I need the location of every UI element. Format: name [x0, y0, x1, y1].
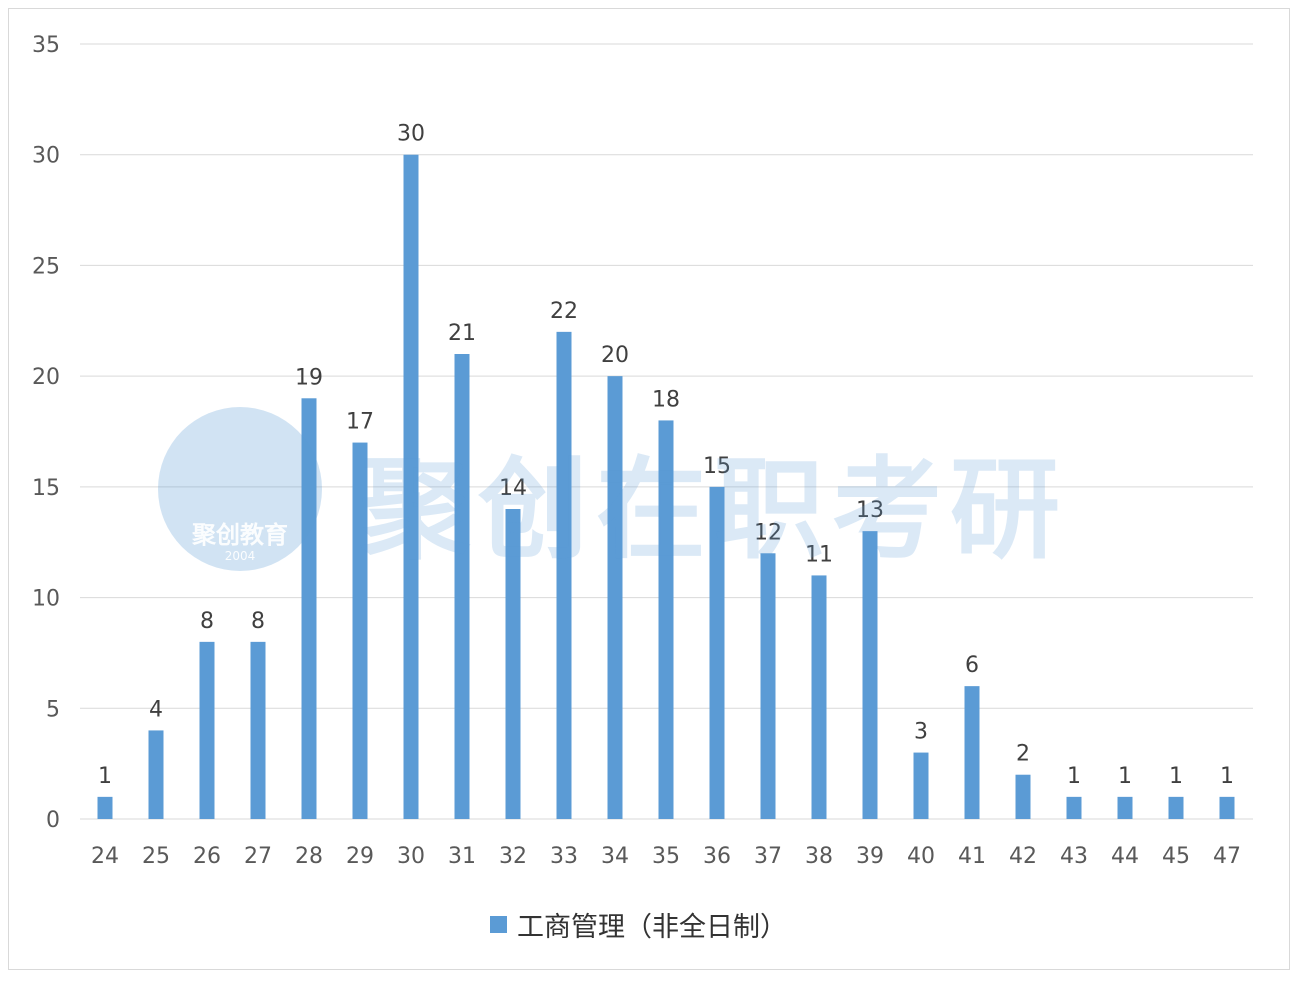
x-tick-label: 37 — [754, 844, 782, 869]
bar — [505, 509, 521, 819]
bar — [301, 398, 317, 819]
x-tick-label: 27 — [244, 844, 272, 869]
x-tick-label: 24 — [91, 844, 119, 869]
y-tick-label: 0 — [46, 808, 60, 833]
y-tick-label: 30 — [32, 144, 60, 169]
x-tick-label: 26 — [193, 844, 221, 869]
data-label: 14 — [499, 476, 527, 501]
x-tick-label: 32 — [499, 844, 527, 869]
data-label: 1 — [1169, 764, 1183, 789]
data-label: 30 — [397, 122, 425, 147]
data-label: 4 — [149, 697, 163, 722]
x-tick-label: 30 — [397, 844, 425, 869]
x-tick-label: 36 — [703, 844, 731, 869]
y-tick-label: 20 — [32, 365, 60, 390]
bar — [556, 331, 572, 819]
data-label: 21 — [448, 321, 476, 346]
legend-swatch — [490, 916, 507, 933]
bar — [1066, 796, 1082, 819]
x-tick-label: 29 — [346, 844, 374, 869]
y-tick-label: 5 — [46, 697, 60, 722]
x-tick-label: 25 — [142, 844, 170, 869]
watermark-logo-year: 2004 — [224, 549, 256, 563]
bar — [1015, 774, 1031, 819]
data-label: 19 — [295, 365, 323, 390]
data-label: 8 — [200, 609, 214, 634]
watermark-text: 聚创在职考研 — [360, 446, 1068, 574]
y-tick-label: 25 — [32, 254, 60, 279]
bar — [250, 641, 266, 819]
bar — [454, 354, 470, 819]
bar — [709, 486, 725, 819]
x-tick-label: 34 — [601, 844, 629, 869]
watermark-logo: 聚创教育 2004 — [158, 407, 322, 571]
bar — [913, 752, 929, 819]
bar — [760, 553, 776, 819]
data-label: 1 — [1067, 764, 1081, 789]
watermark-logo-text: 聚创教育 — [192, 521, 288, 549]
x-tick-label: 43 — [1060, 844, 1088, 869]
data-label: 13 — [856, 498, 884, 523]
bar — [1168, 796, 1184, 819]
bar — [811, 575, 827, 819]
data-label: 22 — [550, 299, 578, 324]
x-tick-label: 44 — [1111, 844, 1139, 869]
data-label: 1 — [1220, 764, 1234, 789]
x-tick-label: 38 — [805, 844, 833, 869]
x-tick-label: 47 — [1213, 844, 1241, 869]
y-tick-label: 10 — [32, 587, 60, 612]
data-label: 6 — [965, 653, 979, 678]
bar — [403, 154, 419, 819]
x-tick-label: 33 — [550, 844, 578, 869]
bar — [148, 730, 164, 819]
x-tick-label: 41 — [958, 844, 986, 869]
data-label: 20 — [601, 343, 629, 368]
bar — [352, 442, 368, 819]
x-tick-label: 40 — [907, 844, 935, 869]
bar — [199, 641, 215, 819]
data-label: 17 — [346, 410, 374, 435]
y-tick-label: 15 — [32, 476, 60, 501]
legend-label: 工商管理（非全日制） — [517, 912, 787, 943]
legend: 工商管理（非全日制） — [490, 905, 787, 944]
bar — [607, 376, 623, 819]
bar — [862, 531, 878, 819]
x-tick-label: 31 — [448, 844, 476, 869]
data-label: 18 — [652, 387, 680, 412]
bar — [658, 420, 674, 819]
bar — [1117, 796, 1133, 819]
data-label: 3 — [914, 720, 928, 745]
data-label: 1 — [1118, 764, 1132, 789]
bar — [964, 686, 980, 819]
x-tick-label: 45 — [1162, 844, 1190, 869]
x-tick-label: 35 — [652, 844, 680, 869]
data-label: 12 — [754, 520, 782, 545]
data-label: 8 — [251, 609, 265, 634]
data-label: 15 — [703, 454, 731, 479]
data-label: 11 — [805, 542, 833, 567]
bar — [97, 796, 113, 819]
x-tick-label: 42 — [1009, 844, 1037, 869]
data-label: 2 — [1016, 742, 1030, 767]
bar — [1219, 796, 1235, 819]
x-tick-label: 28 — [295, 844, 323, 869]
y-tick-label: 35 — [32, 33, 60, 58]
x-tick-label: 39 — [856, 844, 884, 869]
data-label: 1 — [98, 764, 112, 789]
